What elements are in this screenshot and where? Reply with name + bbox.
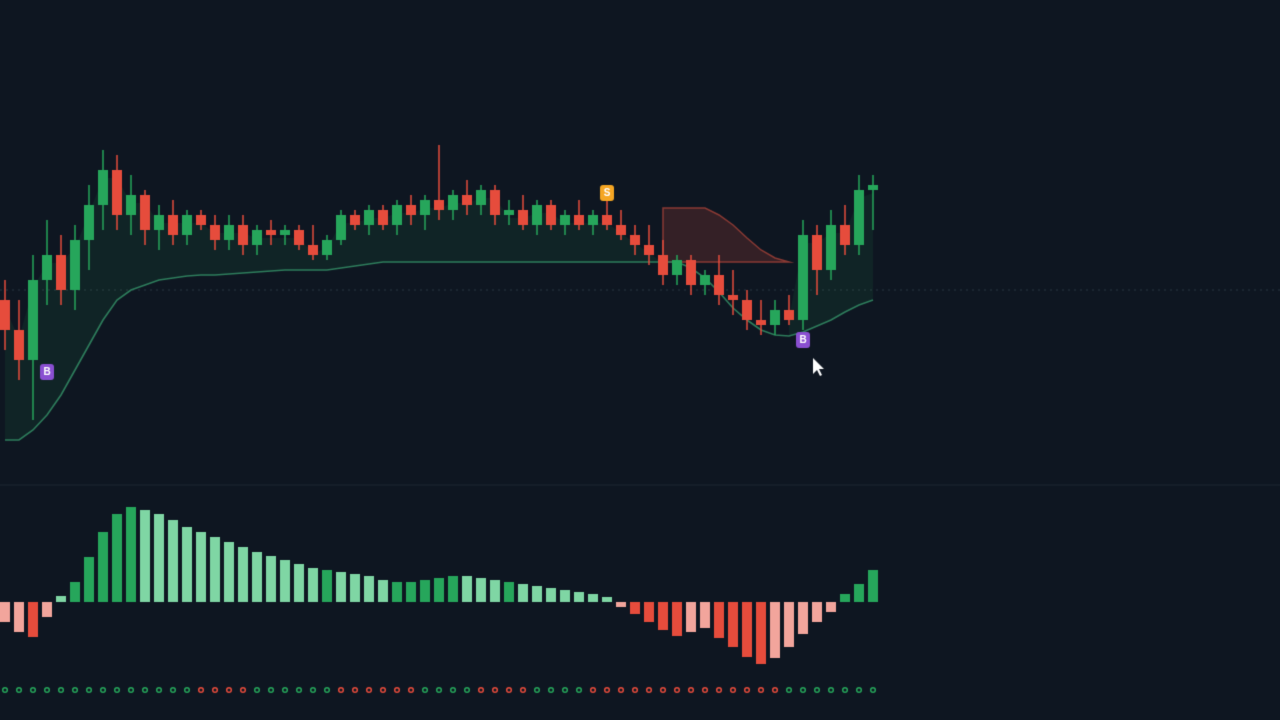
trading-chart[interactable] (0, 0, 1280, 720)
